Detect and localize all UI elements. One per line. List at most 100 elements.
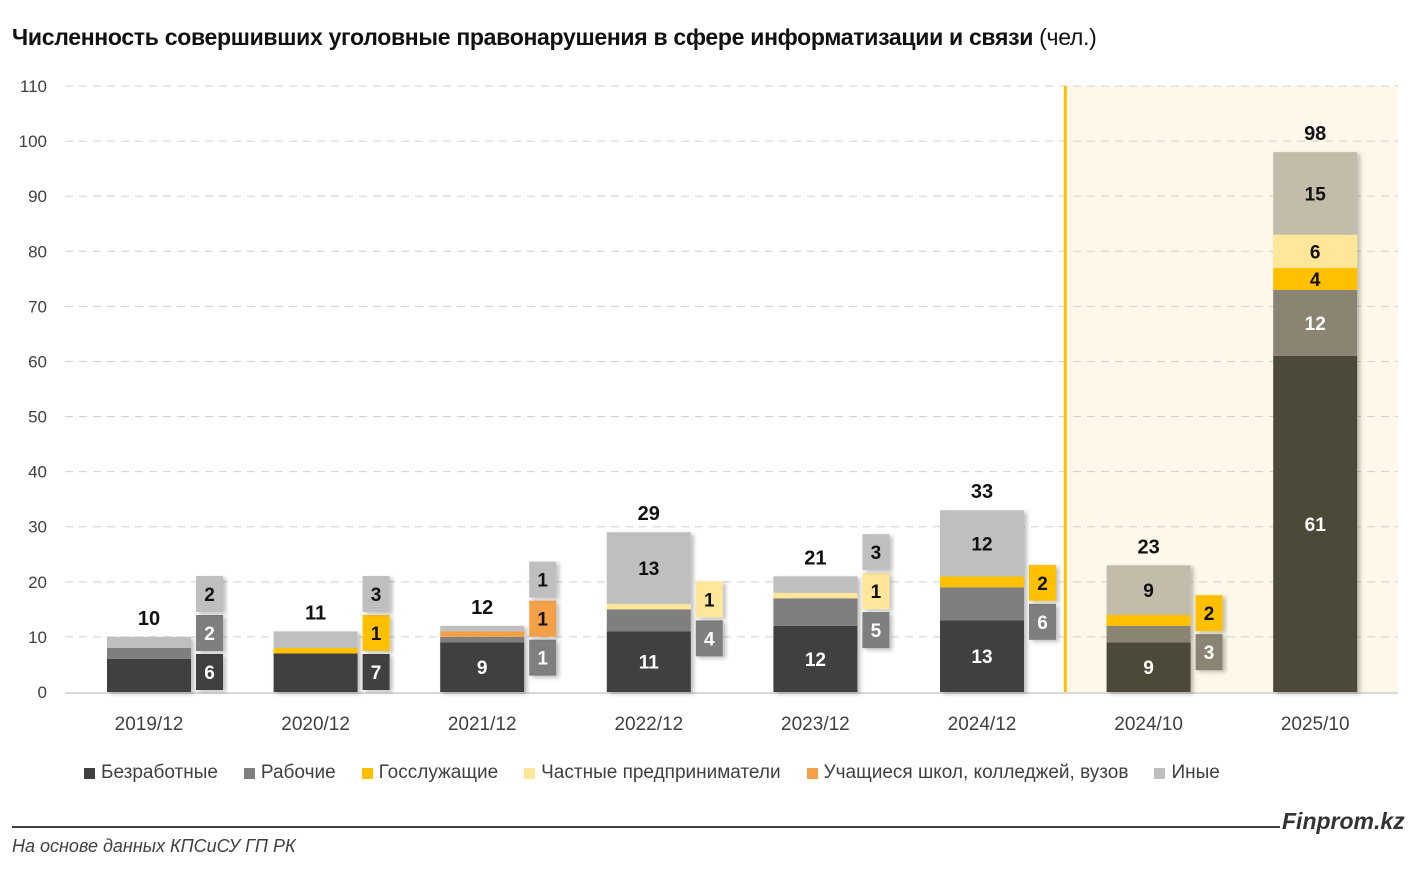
total-label: 10	[138, 608, 160, 630]
bar-segment	[773, 592, 858, 599]
footer-divider	[12, 826, 1280, 828]
brand-logo: Finprom.kz	[1282, 808, 1405, 834]
y-tick-label: 90	[28, 187, 47, 206]
y-tick-label: 110	[20, 77, 47, 96]
chart-title-unit: (чел.)	[1039, 24, 1097, 50]
total-label: 33	[971, 481, 993, 503]
y-tick-label: 50	[28, 408, 47, 427]
side-label-box	[196, 654, 223, 690]
segment-label: 3	[371, 585, 382, 606]
bar-stack	[107, 636, 191, 692]
side-label-box	[862, 612, 890, 649]
bar-segment	[1106, 565, 1191, 615]
legend-swatch	[361, 767, 373, 779]
segment-label: 12	[971, 534, 992, 555]
segment-label: 4	[704, 629, 715, 650]
bar-segment	[440, 636, 525, 643]
segment-label: 5	[871, 621, 882, 642]
bar-segment	[606, 631, 691, 692]
legend-label: Безработные	[101, 762, 218, 783]
x-tick-label: 2020/12	[281, 714, 350, 735]
bar-segment	[940, 587, 1024, 621]
bar-segment	[940, 620, 1024, 692]
side-label-box	[196, 576, 223, 612]
bar-segment	[107, 647, 191, 659]
legend-swatch	[806, 767, 818, 779]
segment-label: 61	[1305, 515, 1327, 536]
x-tick-label: 2022/12	[614, 714, 683, 735]
stacked-bar-chart: 0102030405060708090100110622102019/12713…	[19, 77, 1398, 735]
segment-label: 1	[704, 590, 715, 611]
segment-label: 9	[1143, 581, 1154, 602]
side-label-box	[529, 561, 557, 598]
side-label-box	[529, 600, 557, 637]
segment-label: 6	[1310, 242, 1321, 263]
segment-label: 15	[1305, 184, 1327, 205]
y-tick-label: 60	[28, 352, 47, 371]
legend-label: Частные предприниматели	[541, 762, 781, 783]
total-label: 29	[638, 503, 660, 525]
y-tick-label: 40	[28, 463, 47, 482]
side-label-box	[862, 534, 890, 571]
legend-label: Рабочие	[260, 762, 336, 783]
side-label-box	[362, 615, 390, 651]
legend-item: Иные	[1154, 762, 1220, 784]
legend-item: Рабочие	[243, 762, 336, 784]
bar-segment	[1273, 355, 1358, 692]
side-label-box	[1029, 603, 1056, 640]
x-tick-label: 2023/12	[781, 714, 850, 735]
legend-swatch	[243, 767, 255, 779]
bar-segment	[107, 658, 191, 692]
legend-label: Госслужащие	[378, 762, 499, 783]
total-label: 12	[471, 597, 493, 619]
bar-segment	[773, 598, 858, 626]
side-label-box	[1195, 595, 1223, 632]
bar-segment	[606, 532, 691, 604]
side-label-box	[529, 639, 557, 676]
legend-item: Безработные	[84, 762, 218, 784]
legend-swatch	[84, 767, 95, 779]
side-label-box	[862, 573, 890, 610]
x-tick-label: 2021/12	[448, 714, 517, 735]
bar-stack	[1106, 565, 1191, 692]
bar-segment	[440, 642, 525, 692]
segment-label: 3	[871, 543, 882, 564]
bar-segment	[1273, 289, 1358, 356]
legend-swatch	[524, 767, 536, 779]
y-tick-label: 30	[28, 518, 47, 537]
bar-stack	[440, 625, 525, 692]
segment-label: 1	[537, 610, 548, 631]
segment-label: 12	[1305, 314, 1326, 335]
legend: Безработные Рабочие Госслужащие Частные пре…	[84, 762, 1220, 784]
bar-stack	[940, 510, 1024, 692]
bar-segment	[606, 603, 691, 610]
bar-segment	[273, 631, 358, 648]
total-label: 23	[1137, 536, 1159, 558]
side-label-box	[362, 576, 390, 612]
y-tick-label: 70	[28, 297, 47, 316]
side-label-box	[196, 615, 223, 651]
segment-label: 1	[371, 624, 382, 645]
segment-label: 9	[1143, 658, 1154, 679]
segment-label: 11	[639, 653, 660, 674]
bar-segment	[940, 510, 1024, 577]
bar-segment	[773, 625, 858, 692]
bar-segment	[1106, 614, 1191, 626]
segment-label: 9	[477, 658, 488, 679]
bar-stack	[606, 532, 691, 692]
segment-label: 6	[204, 663, 215, 684]
bar-segment	[940, 576, 1024, 588]
segment-label: 7	[371, 663, 382, 684]
chart-title: Численность совершивших уголовные правон…	[12, 24, 1097, 51]
segment-label: 6	[1037, 613, 1048, 634]
segment-label: 13	[638, 559, 659, 580]
segment-label: 12	[805, 650, 826, 671]
legend-item: Госслужащие	[361, 762, 499, 784]
side-label-box	[695, 620, 723, 657]
bar-segment	[273, 647, 358, 654]
total-label: 21	[804, 547, 826, 569]
bar-segment	[1273, 234, 1358, 268]
total-label: 98	[1304, 123, 1326, 145]
chart-title-main: Численность совершивших уголовные правон…	[12, 24, 1034, 50]
x-tick-label: 2024/12	[948, 714, 1017, 735]
